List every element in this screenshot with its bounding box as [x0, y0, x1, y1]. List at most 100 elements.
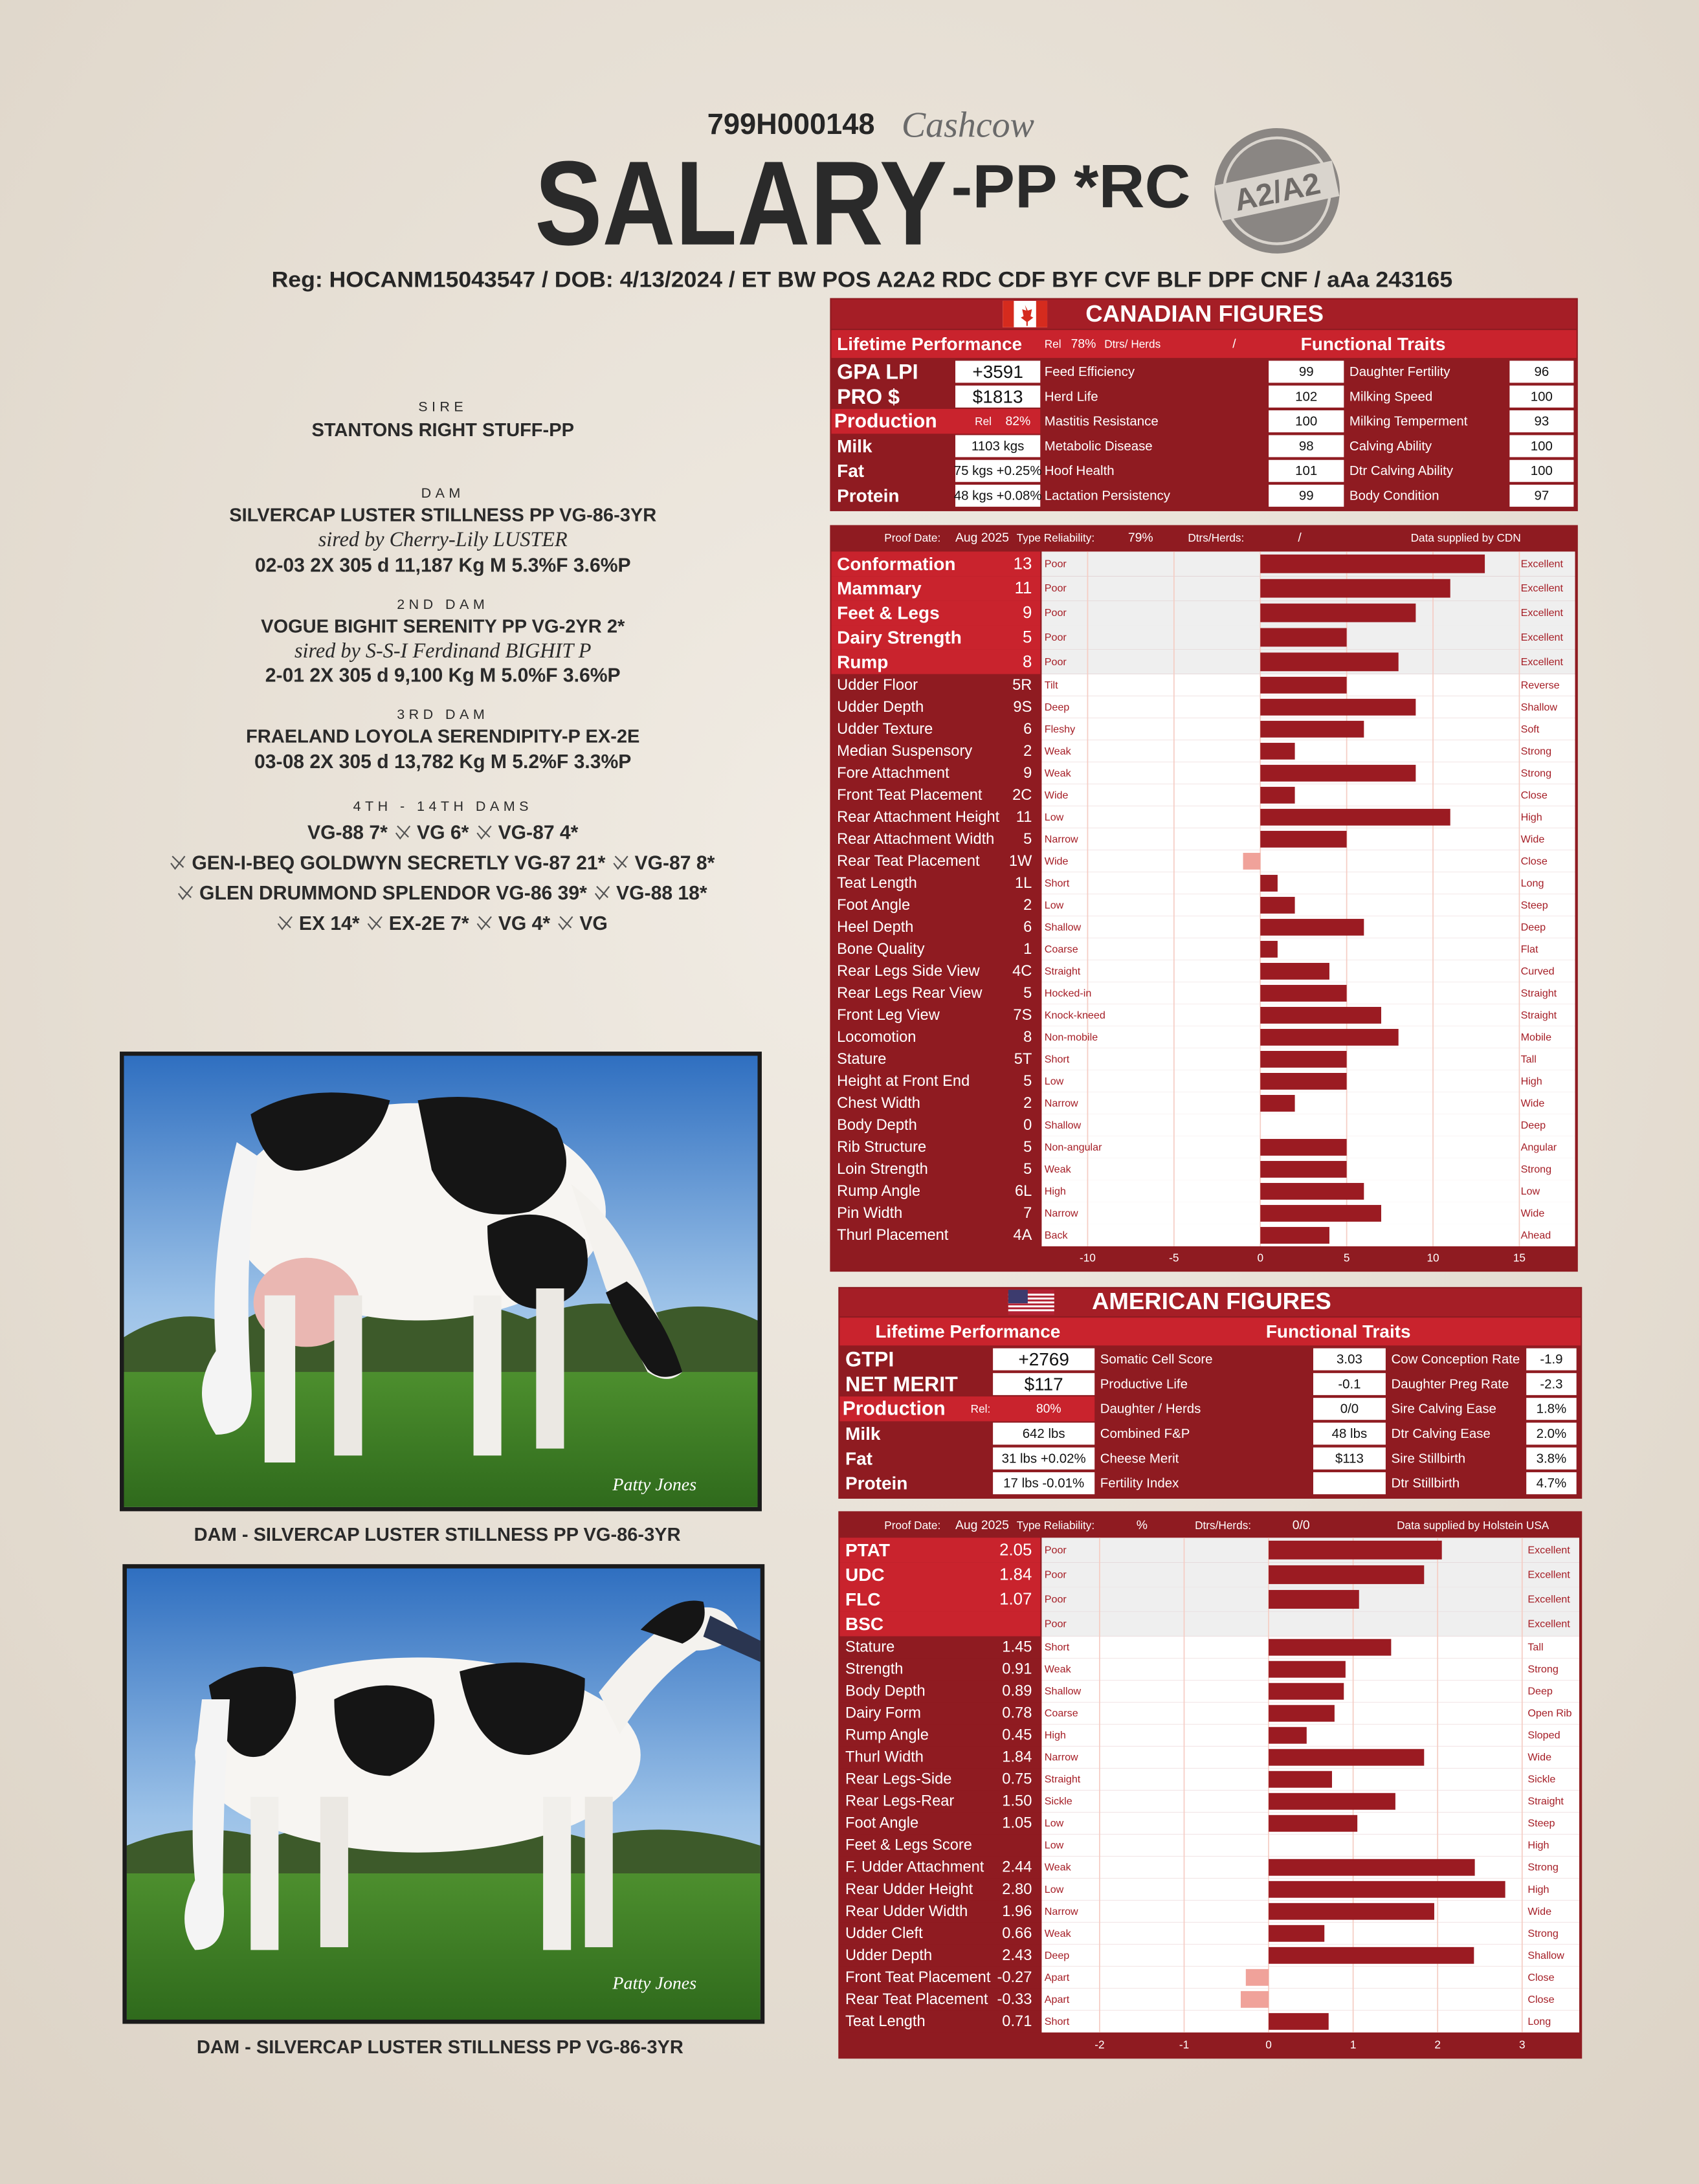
high-label: Steep — [1527, 1818, 1555, 1829]
trait-value: 1.07 — [999, 1591, 1032, 1609]
trait-value: 8 — [1023, 653, 1032, 671]
trait-label: Teat Length — [837, 875, 917, 892]
dam-item: VG-87 8* — [635, 852, 715, 874]
functional-label: Daughter Fertility — [1349, 364, 1450, 379]
trait-value: 1.05 — [1002, 1815, 1032, 1832]
value-box — [1269, 435, 1344, 458]
high-label: High — [1521, 1075, 1542, 1087]
label-background — [831, 576, 1041, 601]
trait-value: 0.71 — [1002, 2013, 1032, 2030]
bar — [1260, 698, 1416, 716]
low-label: Knock-kneed — [1045, 1009, 1105, 1021]
production-row-value: 17 lbs -0.01% — [1003, 1476, 1084, 1491]
functional-value: 100 — [1531, 463, 1553, 478]
label-background — [831, 674, 1041, 696]
functional-value: 48 lbs — [1332, 1426, 1368, 1441]
trait-value: 0.91 — [1002, 1661, 1032, 1678]
proof-rel-label: Type Reliability: — [1017, 1519, 1094, 1532]
label-background — [839, 1562, 1041, 1587]
trait-value: 1.84 — [999, 1565, 1032, 1583]
check-mark — [476, 916, 492, 931]
value-box — [955, 459, 1041, 482]
trait-label: Locomotion — [837, 1029, 916, 1046]
low-label: Low — [1045, 1840, 1064, 1851]
production-label: Production — [834, 411, 937, 432]
functional-label: Milking Speed — [1349, 389, 1432, 404]
bar — [1260, 603, 1416, 623]
value-box — [1269, 410, 1344, 433]
high-label: Excellent — [1521, 656, 1564, 668]
bar — [1260, 918, 1364, 936]
label-background — [831, 828, 1041, 850]
label-background — [831, 1004, 1041, 1026]
high-label: Angular — [1521, 1142, 1557, 1153]
label-background — [839, 1724, 1041, 1747]
bar — [1269, 1638, 1392, 1656]
functional-value: $113 — [1335, 1451, 1364, 1466]
index-value: +3591 — [972, 362, 1023, 382]
high-label: Wide — [1521, 1098, 1545, 1109]
functional-label: Sire Stillbirth — [1391, 1451, 1465, 1466]
trait-label: Fore Attachment — [837, 765, 949, 782]
lifetime-bar — [839, 1318, 1581, 1346]
low-label: Non-mobile — [1045, 1031, 1098, 1043]
trait-value: 2 — [1023, 897, 1032, 914]
label-background — [831, 551, 1041, 577]
bar — [1260, 628, 1347, 647]
functional-value: 100 — [1531, 389, 1553, 404]
label-background — [831, 1136, 1041, 1158]
trait-label: Thurl Placement — [837, 1227, 949, 1244]
label-background — [831, 982, 1041, 1004]
trait-label: BSC — [845, 1614, 883, 1634]
high-label: Wide — [1527, 1752, 1551, 1763]
label-background — [831, 1180, 1041, 1202]
index-value: +2769 — [1018, 1349, 1069, 1369]
high-label: Strong — [1527, 1664, 1559, 1675]
low-label: Coarse — [1045, 943, 1078, 955]
label-background — [839, 1878, 1041, 1901]
functional-label: Dtr Calving Ease — [1391, 1426, 1490, 1441]
rel-label: Rel — [975, 415, 992, 428]
trait-label: Bone Quality — [837, 941, 925, 958]
high-label: Reverse — [1521, 679, 1560, 691]
proof-source: Data supplied by CDN — [1411, 531, 1521, 544]
high-label: High — [1527, 1840, 1549, 1851]
trait-label: Front Leg View — [837, 1007, 940, 1024]
bar — [1260, 1095, 1295, 1112]
high-label: Deep — [1521, 921, 1546, 933]
low-label: Poor — [1045, 1544, 1067, 1556]
dam-item: EX 14* — [299, 913, 360, 934]
low-label: Shallow — [1045, 921, 1082, 933]
value-box — [1509, 360, 1574, 383]
functional-title: Functional Traits — [1301, 334, 1446, 354]
low-label: Poor — [1045, 582, 1067, 594]
x-tick-label: -5 — [1169, 1252, 1179, 1264]
functional-value: 102 — [1295, 389, 1317, 404]
functional-value: 100 — [1295, 414, 1317, 429]
low-label: Narrow — [1045, 1098, 1078, 1109]
proof-date: Aug 2025 — [955, 531, 1009, 545]
high-label: Excellent — [1527, 1594, 1570, 1605]
bar — [1260, 984, 1347, 1002]
bar — [1260, 720, 1364, 738]
trait-label: Body Depth — [845, 1683, 926, 1700]
low-label: Weak — [1045, 1862, 1072, 1873]
trait-label: Rear Legs-Rear — [845, 1793, 954, 1810]
dam-item: VG-88 7* — [307, 822, 388, 844]
trait-value: 1.96 — [1002, 1903, 1032, 1920]
row-background — [1041, 1114, 1575, 1136]
bar — [1269, 1859, 1475, 1876]
x-tick-label: -2 — [1094, 2038, 1104, 2051]
trait-value: 5 — [1023, 628, 1032, 646]
x-tick-label: -10 — [1080, 1252, 1096, 1264]
value-box — [1509, 435, 1574, 458]
low-label: Poor — [1045, 607, 1067, 619]
photographer-signature: Patty Jones — [612, 1475, 696, 1495]
trait-label: Heel Depth — [837, 919, 913, 936]
check-mark — [594, 886, 610, 900]
row-background — [1041, 1611, 1579, 1637]
high-label: Excellent — [1527, 1618, 1570, 1630]
dam-item: VG — [579, 913, 608, 934]
index-label: PRO $ — [837, 385, 900, 408]
low-label: Short — [1045, 877, 1070, 889]
